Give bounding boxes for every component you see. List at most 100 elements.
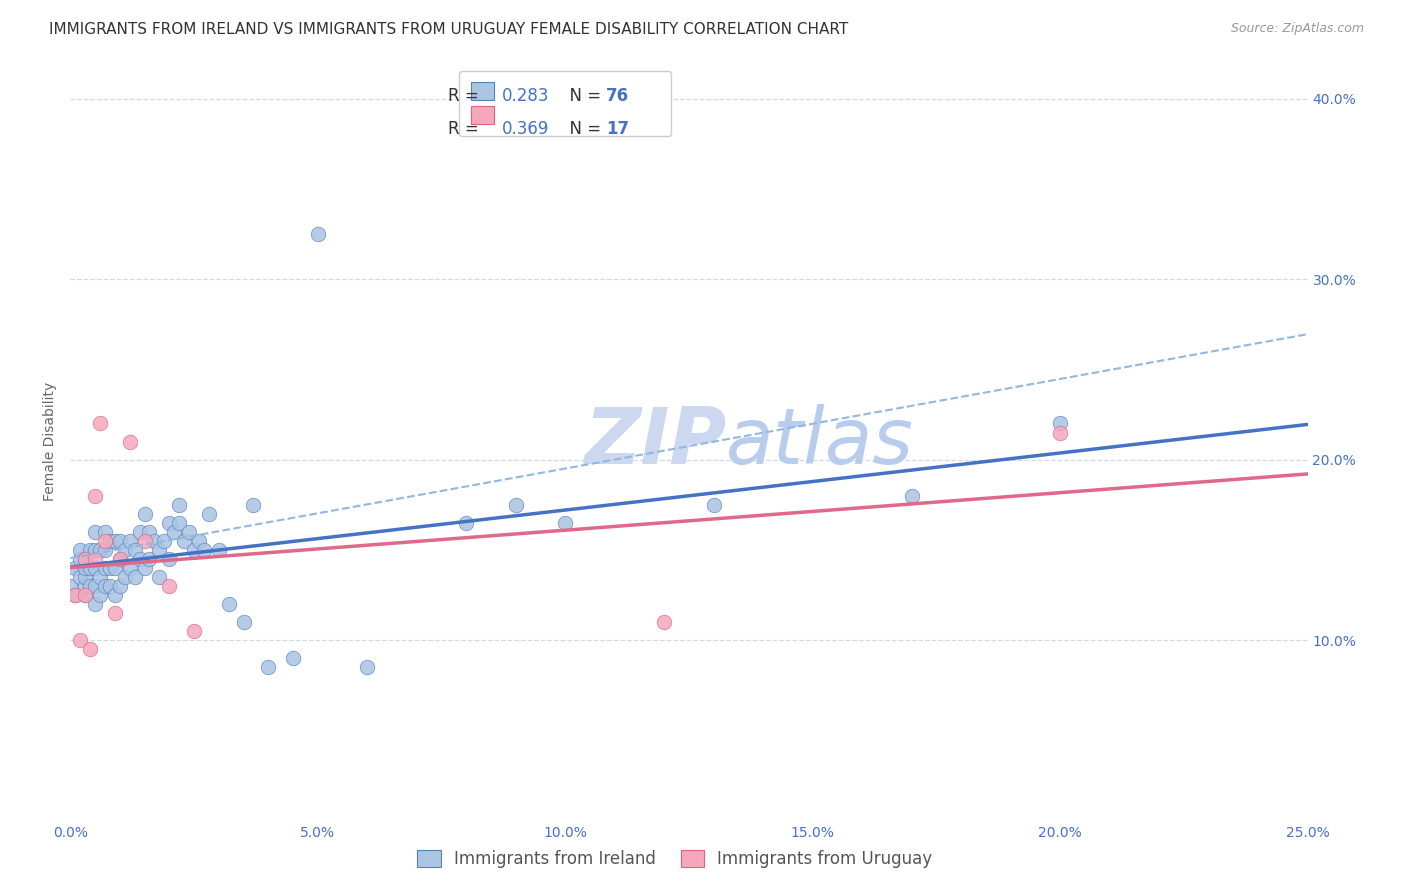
Point [94,579,117,593]
Point [118,434,141,449]
Point [157,552,180,566]
Point [157,579,180,593]
Point [183,624,205,639]
Point [69,633,91,648]
Point [124,570,146,584]
Point [84,552,107,566]
Point [307,227,329,241]
Point [104,561,127,575]
Point [59,579,82,593]
Point [65,561,87,575]
Point [118,561,141,575]
Point [356,660,378,674]
Point [104,588,127,602]
Point [167,516,190,530]
Point [143,533,166,548]
Point [84,579,107,593]
Point [89,417,111,431]
Text: N =: N = [560,120,606,138]
Point [148,570,170,584]
Point [505,498,527,512]
Point [134,533,156,548]
Point [69,552,91,566]
Point [652,615,675,629]
Point [75,588,97,602]
Text: R =: R = [447,120,484,138]
Point [242,498,264,512]
Point [232,615,254,629]
Point [257,660,280,674]
Point [75,570,97,584]
Point [98,561,121,575]
Point [94,561,117,575]
Point [138,524,160,539]
Text: IMMIGRANTS FROM IRELAND VS IMMIGRANTS FROM URUGUAY FEMALE DISABILITY CORRELATION: IMMIGRANTS FROM IRELAND VS IMMIGRANTS FR… [49,22,848,37]
Point [98,533,121,548]
Point [79,642,101,657]
Point [69,542,91,557]
Point [79,561,101,575]
Point [75,561,97,575]
Point [94,533,117,548]
Legend:                               ,                               : , [458,70,672,136]
Point [104,533,127,548]
Point [118,533,141,548]
Point [108,533,131,548]
Point [456,516,478,530]
Text: 17: 17 [606,120,628,138]
Point [94,542,117,557]
Point [69,570,91,584]
Point [79,579,101,593]
Y-axis label: Female Disability: Female Disability [44,382,58,501]
Point [134,507,156,521]
Point [84,542,107,557]
Point [108,579,131,593]
Point [900,489,922,503]
Point [188,533,211,548]
Point [65,588,87,602]
Point [1049,417,1071,431]
Text: 76: 76 [606,87,628,104]
Text: Source: ZipAtlas.com: Source: ZipAtlas.com [1230,22,1364,36]
Point [79,542,101,557]
Point [114,570,136,584]
Text: R =: R = [447,87,484,104]
Point [153,533,176,548]
Point [128,552,150,566]
Point [138,552,160,566]
Point [183,542,205,557]
Text: 0.369: 0.369 [502,120,550,138]
Point [84,524,107,539]
Point [703,498,725,512]
Point [1049,425,1071,440]
Point [114,542,136,557]
Point [65,588,87,602]
Point [124,542,146,557]
Point [84,561,107,575]
Point [134,561,156,575]
Point [94,524,117,539]
Point [108,552,131,566]
Text: 0.283: 0.283 [502,87,550,104]
Point [89,542,111,557]
Text: N =: N = [560,87,606,104]
Point [98,579,121,593]
Text: ZIP: ZIP [583,403,725,480]
Point [177,524,200,539]
Point [173,533,195,548]
Point [167,498,190,512]
Point [84,489,107,503]
Point [148,542,170,557]
Point [281,651,304,665]
Point [84,597,107,611]
Legend: Immigrants from Ireland, Immigrants from Uruguay: Immigrants from Ireland, Immigrants from… [411,843,939,875]
Point [108,552,131,566]
Text: atlas: atlas [725,403,914,480]
Point [75,552,97,566]
Point [218,597,240,611]
Point [163,524,186,539]
Point [157,516,180,530]
Point [554,516,576,530]
Point [89,588,111,602]
Point [75,552,97,566]
